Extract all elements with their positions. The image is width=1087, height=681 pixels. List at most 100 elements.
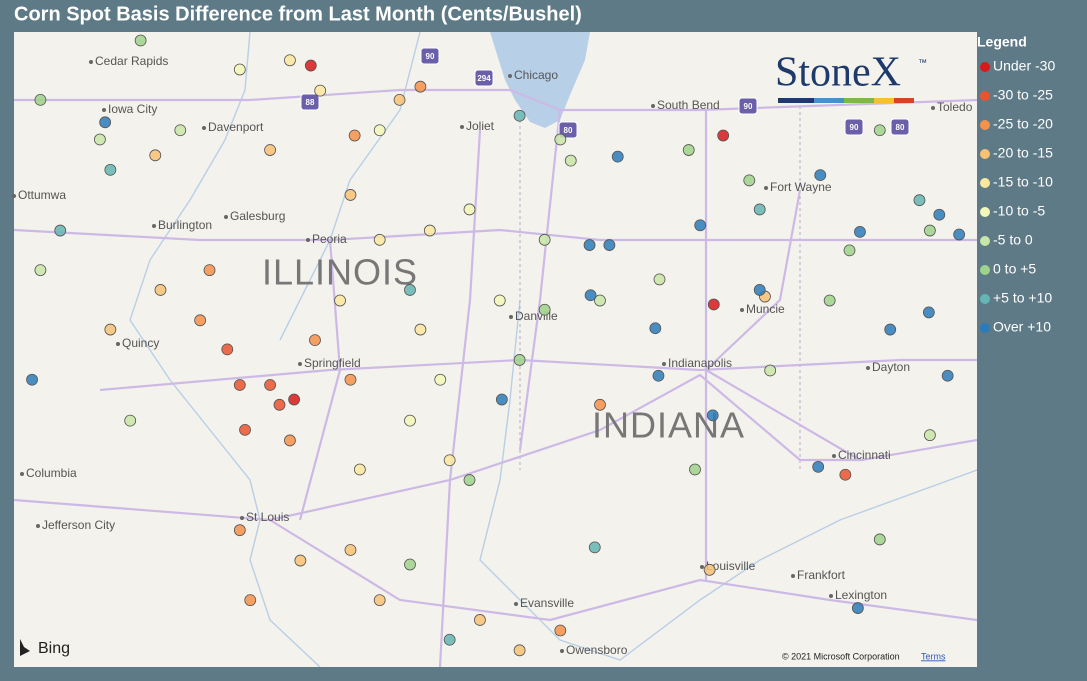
station-dot: [682, 144, 695, 156]
city-label: Muncie: [746, 302, 785, 316]
station-dot: [854, 225, 866, 238]
city-label: Evansville: [520, 596, 574, 610]
station-dot: [554, 133, 567, 146]
highway-number: 80: [896, 123, 905, 132]
station-dot: [304, 59, 317, 72]
station-dot: [823, 294, 836, 307]
station-dot: [34, 93, 47, 106]
station-dot: [443, 633, 456, 646]
station-dot: [913, 194, 926, 207]
legend-label: -5 to 0: [993, 232, 1033, 248]
logo-mark: ™: [918, 57, 927, 67]
city-label: South Bend: [657, 98, 720, 112]
station-dot: [434, 373, 447, 386]
station-dot: [839, 468, 852, 481]
station-dot: [812, 460, 825, 473]
city-marker: [89, 60, 93, 64]
station-dot: [26, 373, 38, 386]
highway-shield: [558, 121, 578, 139]
station-dot: [941, 369, 954, 382]
station-dot: [923, 429, 936, 442]
legend-label: -25 to -20: [993, 116, 1053, 132]
legend-swatch: [980, 265, 990, 275]
station-dot: [194, 314, 207, 327]
highway-number: 88: [306, 98, 315, 107]
highway-number: 80: [564, 126, 573, 135]
station-dot: [538, 303, 551, 316]
station-dot: [443, 454, 456, 467]
city-marker: [514, 602, 518, 606]
station-dot: [706, 409, 719, 422]
station-dot: [843, 244, 856, 257]
station-dot: [764, 364, 777, 377]
station-dot: [873, 124, 886, 137]
city-marker: [240, 516, 244, 520]
station-dot: [414, 80, 427, 93]
station-dot: [314, 84, 327, 97]
station-dot: [273, 398, 286, 411]
station-dot: [474, 614, 486, 626]
station-dot: [495, 393, 508, 406]
station-dot: [393, 93, 406, 106]
station-dot: [884, 323, 897, 336]
legend-label: -15 to -10: [993, 174, 1053, 190]
legend: Under -30 -30 to -25 -25 to -20 -20 to -15 -…: [980, 58, 1055, 335]
state-label: INDIANA: [592, 405, 745, 446]
highway-shield: [420, 47, 440, 65]
highway-shield: [300, 93, 320, 111]
city-label: Dayton: [872, 360, 910, 374]
legend-swatch: [980, 207, 990, 217]
map-labels: ILLINOIS INDIANA Cedar Rapids Iowa City Dave…: [12, 47, 973, 657]
station-dot: [611, 150, 624, 163]
city-marker: [866, 366, 870, 370]
highway-number: 90: [426, 52, 435, 61]
city-label: Springfield: [304, 356, 361, 370]
city-marker: [832, 454, 836, 458]
city-marker: [662, 362, 666, 366]
legend-label: +5 to +10: [993, 290, 1052, 306]
city-label: Iowa City: [108, 102, 157, 116]
copyright: © 2021 Microsoft Corporation: [782, 651, 900, 661]
station-dot: [233, 63, 246, 76]
station-dot: [652, 369, 665, 382]
city-marker: [36, 524, 40, 528]
legend-swatch: [980, 149, 990, 159]
city-marker: [560, 649, 564, 653]
legend-swatch: [980, 178, 990, 188]
station-dot: [922, 306, 935, 319]
station-dot: [564, 154, 577, 167]
city-label: Owensboro: [566, 643, 628, 657]
station-dot: [414, 323, 427, 336]
station-dot: [694, 219, 707, 232]
station-dot: [703, 563, 716, 576]
station-dot: [603, 239, 616, 251]
legend-swatch: [980, 62, 990, 72]
station-dot: [149, 149, 162, 162]
terms-link[interactable]: Terms: [921, 651, 946, 661]
station-dot: [953, 228, 966, 241]
provider-icon: [20, 639, 30, 656]
city-marker: [460, 125, 464, 129]
station-dot: [309, 334, 321, 347]
city-label: Davenport: [208, 120, 264, 134]
station-dot: [344, 189, 357, 201]
station-dot: [653, 273, 666, 286]
legend-swatch: [980, 91, 990, 101]
station-dot: [583, 239, 596, 251]
legend-title: Legend: [977, 34, 1027, 50]
city-marker: [152, 224, 156, 228]
state-label: ILLINOIS: [262, 252, 418, 293]
station-dot: [513, 644, 526, 657]
station-dot: [344, 373, 357, 386]
city-label: Galesburg: [230, 209, 285, 223]
city-marker: [306, 238, 310, 242]
city-label: Fort Wayne: [770, 180, 832, 194]
city-marker: [508, 74, 512, 78]
station-dot: [423, 224, 436, 237]
station-dot: [264, 379, 276, 391]
station-dot: [873, 533, 886, 546]
provider: Bing: [38, 640, 70, 657]
highway-shield: [844, 118, 864, 136]
